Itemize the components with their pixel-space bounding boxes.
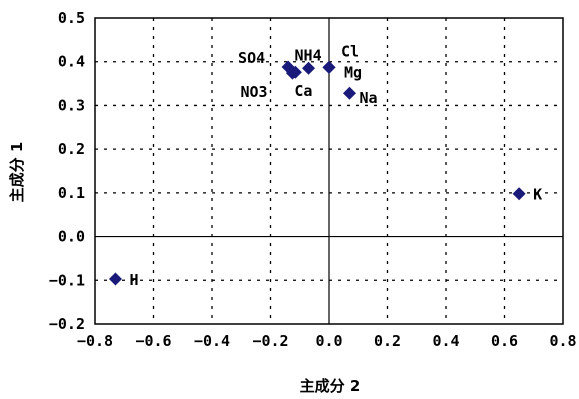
data-point-ca	[288, 65, 302, 79]
x-axis-ticks: −0.8 −0.6 −0.4 −0.2 0.0 0.2 0.4 0.6 0.8	[77, 332, 577, 350]
x-tick-label: 0.0	[315, 332, 342, 350]
data-points: SO4 NO3 Ca NH4 Cl Mg Na K H	[108, 42, 542, 289]
x-tick-label: −0.8	[77, 332, 113, 350]
point-label-so4: SO4	[238, 49, 265, 67]
y-tick-label: 0.4	[58, 53, 85, 71]
point-label-na: Na	[359, 89, 377, 107]
point-label-k: K	[533, 186, 542, 204]
data-point-k	[512, 187, 526, 201]
point-label-no3: NO3	[240, 83, 267, 101]
y-axis-ticks: −0.2 −0.1 0.0 0.1 0.2 0.3 0.4 0.5	[49, 9, 85, 333]
data-point-nh4	[302, 61, 316, 75]
y-tick-label: 0.3	[58, 96, 85, 114]
point-label-ca: Ca	[294, 82, 312, 100]
point-label-nh4: NH4	[295, 46, 322, 64]
x-tick-label: −0.6	[135, 332, 171, 350]
x-tick-label: 0.2	[374, 332, 401, 350]
point-label-h: H	[129, 271, 138, 289]
x-tick-label: −0.2	[252, 332, 288, 350]
data-point-na	[342, 86, 356, 100]
data-point-h	[108, 272, 122, 286]
y-tick-label: 0.5	[58, 9, 85, 27]
y-axis-label: 主成分 1	[8, 142, 26, 203]
point-label-cl: Cl	[341, 42, 359, 60]
y-tick-label: −0.2	[49, 315, 85, 333]
y-tick-label: 0.1	[58, 184, 85, 202]
x-tick-label: 0.4	[432, 332, 459, 350]
x-tick-label: −0.4	[194, 332, 230, 350]
data-point-mg	[322, 60, 336, 74]
plot-area	[94, 17, 564, 325]
x-tick-label: 0.8	[549, 332, 576, 350]
y-tick-label: −0.1	[49, 271, 85, 289]
y-tick-label: 0.2	[58, 140, 85, 158]
point-label-mg: Mg	[344, 63, 362, 81]
x-axis-label: 主成分 2	[300, 377, 361, 395]
x-tick-label: 0.6	[491, 332, 518, 350]
y-tick-label: 0.0	[58, 228, 85, 246]
